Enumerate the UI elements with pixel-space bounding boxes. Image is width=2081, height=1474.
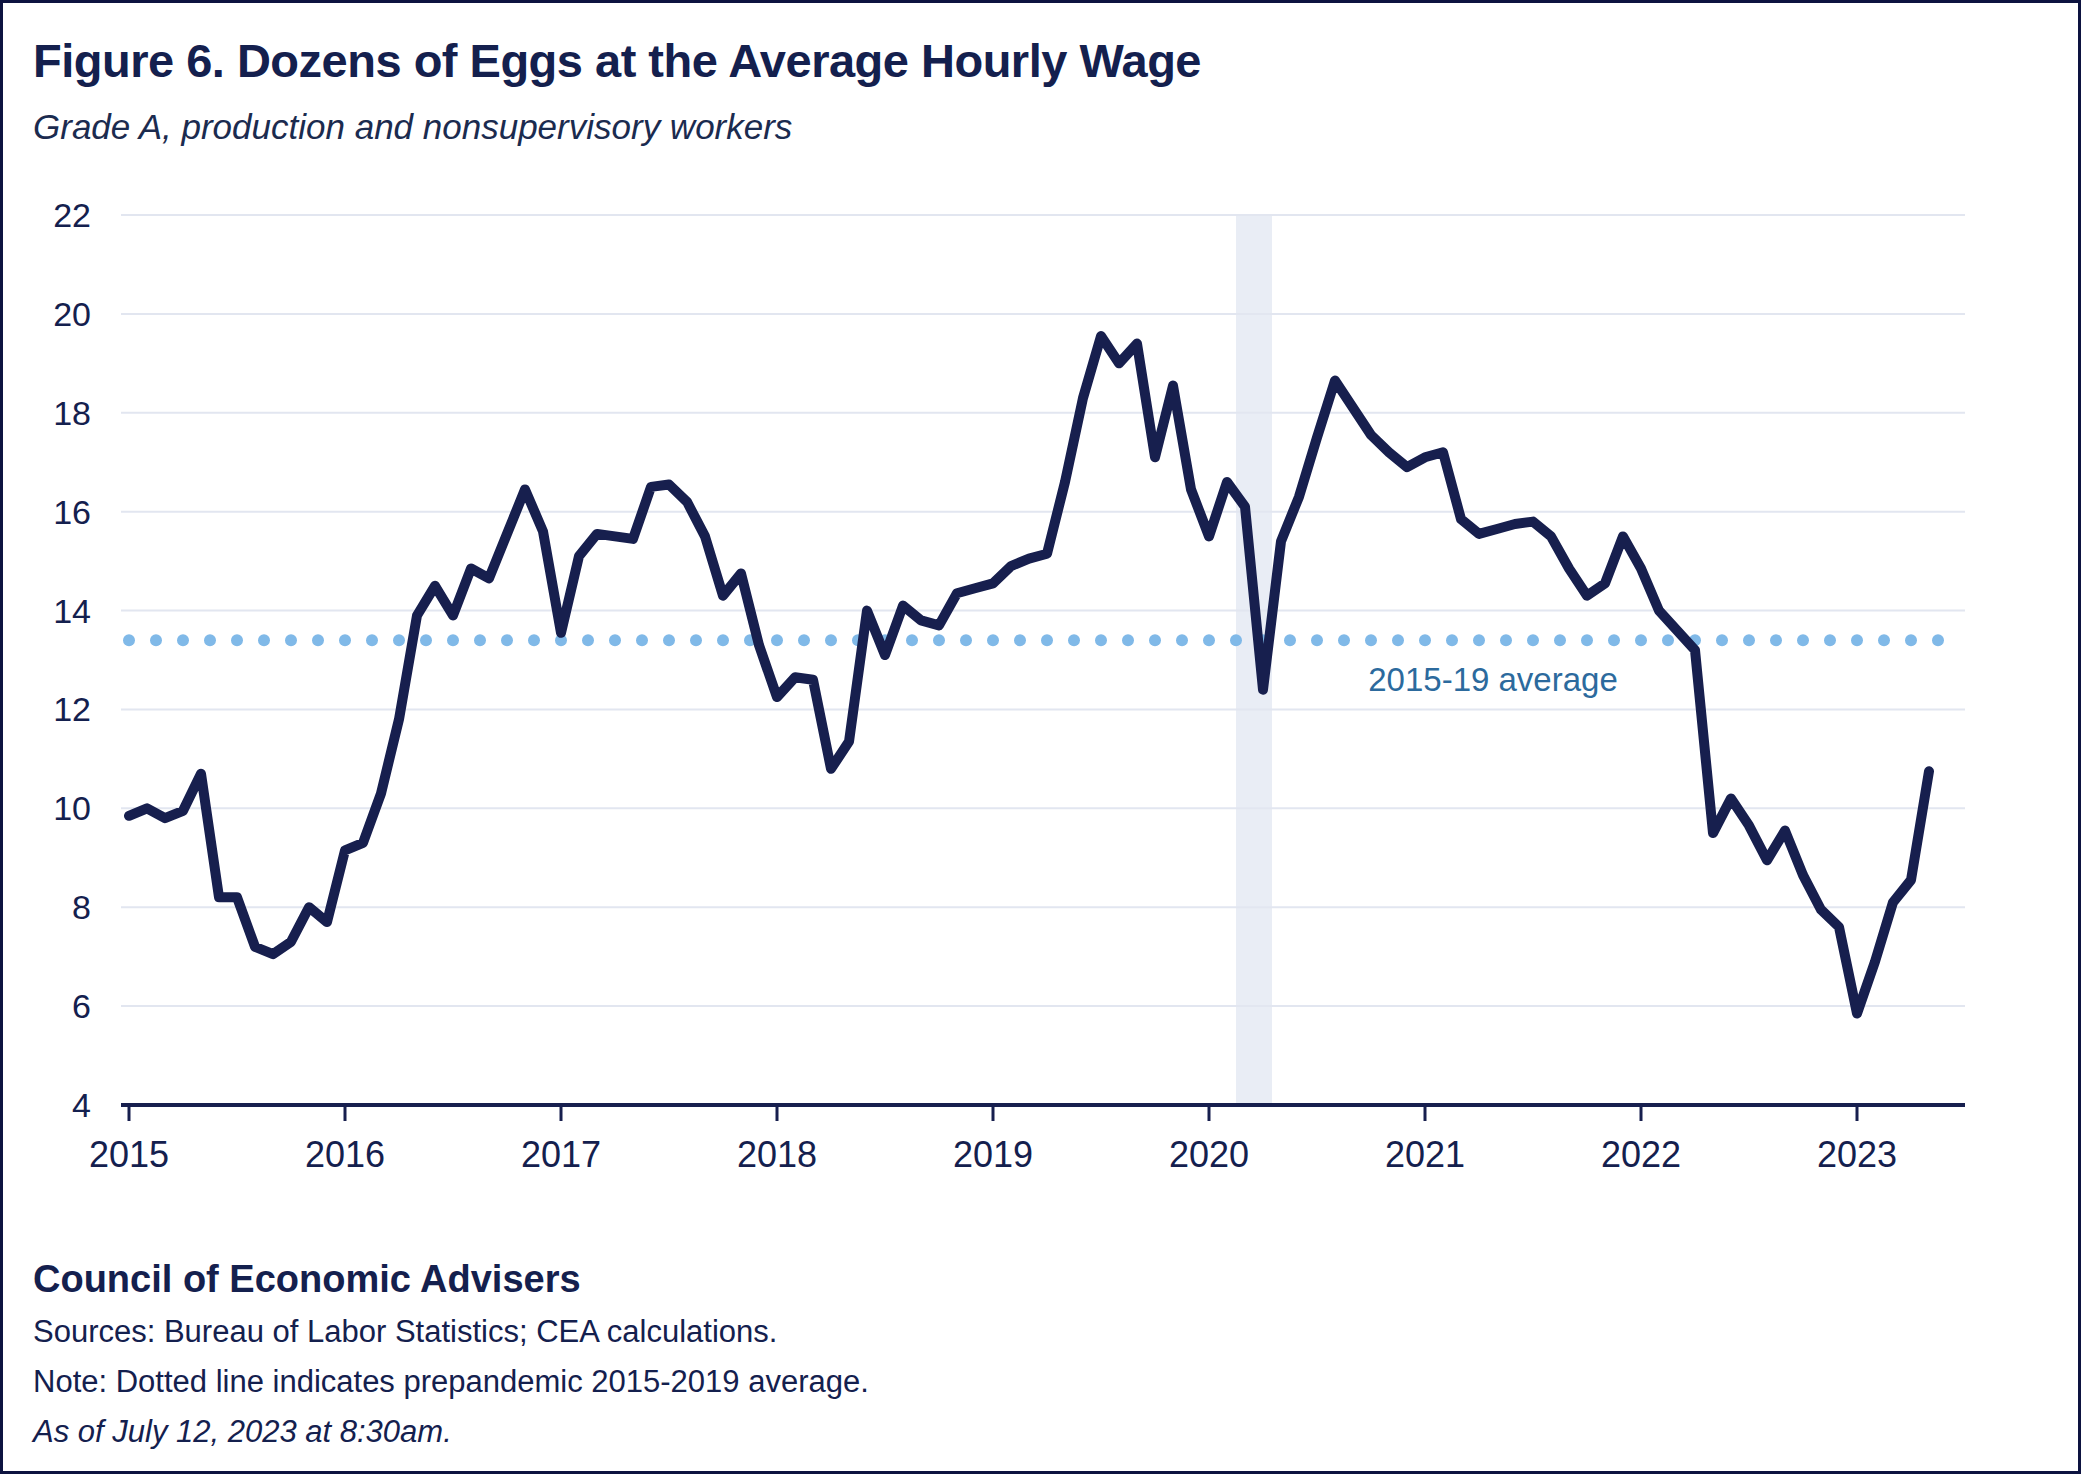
average-dotted-line-dot	[1230, 634, 1242, 646]
average-line-label: 2015-19 average	[1333, 661, 1653, 699]
x-axis-label: 2020	[1169, 1134, 1249, 1175]
average-dotted-line-dot	[285, 634, 297, 646]
footer-organization: Council of Economic Advisers	[33, 1251, 869, 1307]
average-dotted-line-dot	[1095, 634, 1107, 646]
x-axis-label: 2016	[305, 1134, 385, 1175]
chart-card: 2015201620172018201920202021202220234681…	[0, 0, 2081, 1474]
average-dotted-line-dot	[528, 634, 540, 646]
average-dotted-line-dot	[366, 634, 378, 646]
average-dotted-line-dot	[1149, 634, 1161, 646]
chart-title: Figure 6. Dozens of Eggs at the Average …	[33, 33, 1201, 88]
average-dotted-line-dot	[717, 634, 729, 646]
average-dotted-line-dot	[1122, 634, 1134, 646]
average-dotted-line-dot	[1365, 634, 1377, 646]
chart-subtitle: Grade A, production and nonsupervisory w…	[33, 107, 792, 147]
average-dotted-line-dot	[231, 634, 243, 646]
average-dotted-line-dot	[123, 634, 135, 646]
average-dotted-line-dot	[474, 634, 486, 646]
average-dotted-line-dot	[1797, 634, 1809, 646]
average-dotted-line-dot	[1014, 634, 1026, 646]
average-dotted-line-dot	[1608, 634, 1620, 646]
average-dotted-line-dot	[933, 634, 945, 646]
average-dotted-line-dot	[312, 634, 324, 646]
y-axis-label: 10	[53, 789, 91, 827]
y-axis-label: 16	[53, 493, 91, 531]
data-line	[129, 336, 1929, 1013]
footer-asof: As of July 12, 2023 at 8:30am.	[33, 1407, 869, 1457]
average-dotted-line-dot	[204, 634, 216, 646]
average-dotted-line-dot	[1824, 634, 1836, 646]
average-dotted-line-dot	[1392, 634, 1404, 646]
y-axis-label: 14	[53, 592, 91, 630]
average-dotted-line-dot	[987, 634, 999, 646]
average-dotted-line-dot	[1446, 634, 1458, 646]
average-dotted-line-dot	[771, 634, 783, 646]
average-dotted-line-dot	[1473, 634, 1485, 646]
y-axis-label: 18	[53, 394, 91, 432]
chart-footer: Council of Economic Advisers Sources: Bu…	[33, 1251, 869, 1457]
average-dotted-line-dot	[1041, 634, 1053, 646]
average-dotted-line-dot	[1500, 634, 1512, 646]
average-dotted-line-dot	[1635, 634, 1647, 646]
average-dotted-line-dot	[1743, 634, 1755, 646]
average-dotted-line-dot	[636, 634, 648, 646]
average-dotted-line-dot	[609, 634, 621, 646]
average-dotted-line-dot	[1554, 634, 1566, 646]
y-axis-label: 4	[72, 1086, 91, 1124]
average-dotted-line-dot	[1770, 634, 1782, 646]
average-dotted-line-dot	[825, 634, 837, 646]
average-dotted-line-dot	[1338, 634, 1350, 646]
x-axis-label: 2019	[953, 1134, 1033, 1175]
average-dotted-line-dot	[339, 634, 351, 646]
footer-sources: Sources: Bureau of Labor Statistics; CEA…	[33, 1307, 869, 1357]
average-dotted-line-dot	[447, 634, 459, 646]
x-axis-label: 2023	[1817, 1134, 1897, 1175]
average-dotted-line-dot	[582, 634, 594, 646]
average-dotted-line-dot	[1851, 634, 1863, 646]
average-dotted-line-dot	[1932, 634, 1944, 646]
x-axis-label: 2017	[521, 1134, 601, 1175]
average-dotted-line-dot	[1581, 634, 1593, 646]
y-axis-label: 6	[72, 987, 91, 1025]
average-dotted-line-dot	[906, 634, 918, 646]
average-dotted-line-dot	[501, 634, 513, 646]
average-dotted-line-dot	[177, 634, 189, 646]
average-dotted-line-dot	[960, 634, 972, 646]
average-dotted-line-dot	[420, 634, 432, 646]
average-dotted-line-dot	[690, 634, 702, 646]
footer-note: Note: Dotted line indicates prepandemic …	[33, 1357, 869, 1407]
average-dotted-line-dot	[258, 634, 270, 646]
y-axis-label: 12	[53, 690, 91, 728]
average-dotted-line-dot	[1068, 634, 1080, 646]
average-dotted-line-dot	[150, 634, 162, 646]
x-axis-label: 2018	[737, 1134, 817, 1175]
x-axis-label: 2022	[1601, 1134, 1681, 1175]
average-dotted-line-dot	[1284, 634, 1296, 646]
average-dotted-line-dot	[393, 634, 405, 646]
average-dotted-line-dot	[798, 634, 810, 646]
average-dotted-line-dot	[1905, 634, 1917, 646]
y-axis-label: 20	[53, 295, 91, 333]
average-dotted-line-dot	[663, 634, 675, 646]
x-axis-label: 2015	[89, 1134, 169, 1175]
average-dotted-line-dot	[1419, 634, 1431, 646]
average-dotted-line-dot	[1527, 634, 1539, 646]
y-axis-label: 8	[72, 888, 91, 926]
average-dotted-line-dot	[1878, 634, 1890, 646]
y-axis-label: 22	[53, 196, 91, 234]
average-dotted-line-dot	[1716, 634, 1728, 646]
average-dotted-line-dot	[1662, 634, 1674, 646]
average-dotted-line-dot	[1311, 634, 1323, 646]
average-dotted-line-dot	[1176, 634, 1188, 646]
average-dotted-line-dot	[1203, 634, 1215, 646]
x-axis-label: 2021	[1385, 1134, 1465, 1175]
